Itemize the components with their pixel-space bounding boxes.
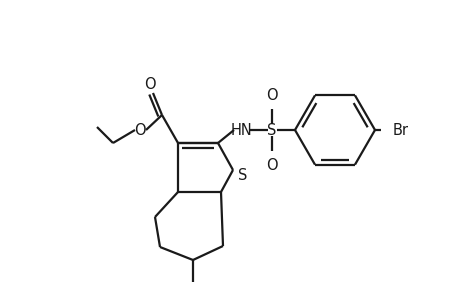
Text: S: S <box>237 167 247 182</box>
Text: O: O <box>266 88 277 103</box>
Text: S: S <box>267 122 276 137</box>
Text: O: O <box>266 158 277 172</box>
Text: O: O <box>134 122 146 137</box>
Text: HN: HN <box>230 122 252 137</box>
Text: O: O <box>144 76 156 92</box>
Text: Br: Br <box>392 122 408 137</box>
